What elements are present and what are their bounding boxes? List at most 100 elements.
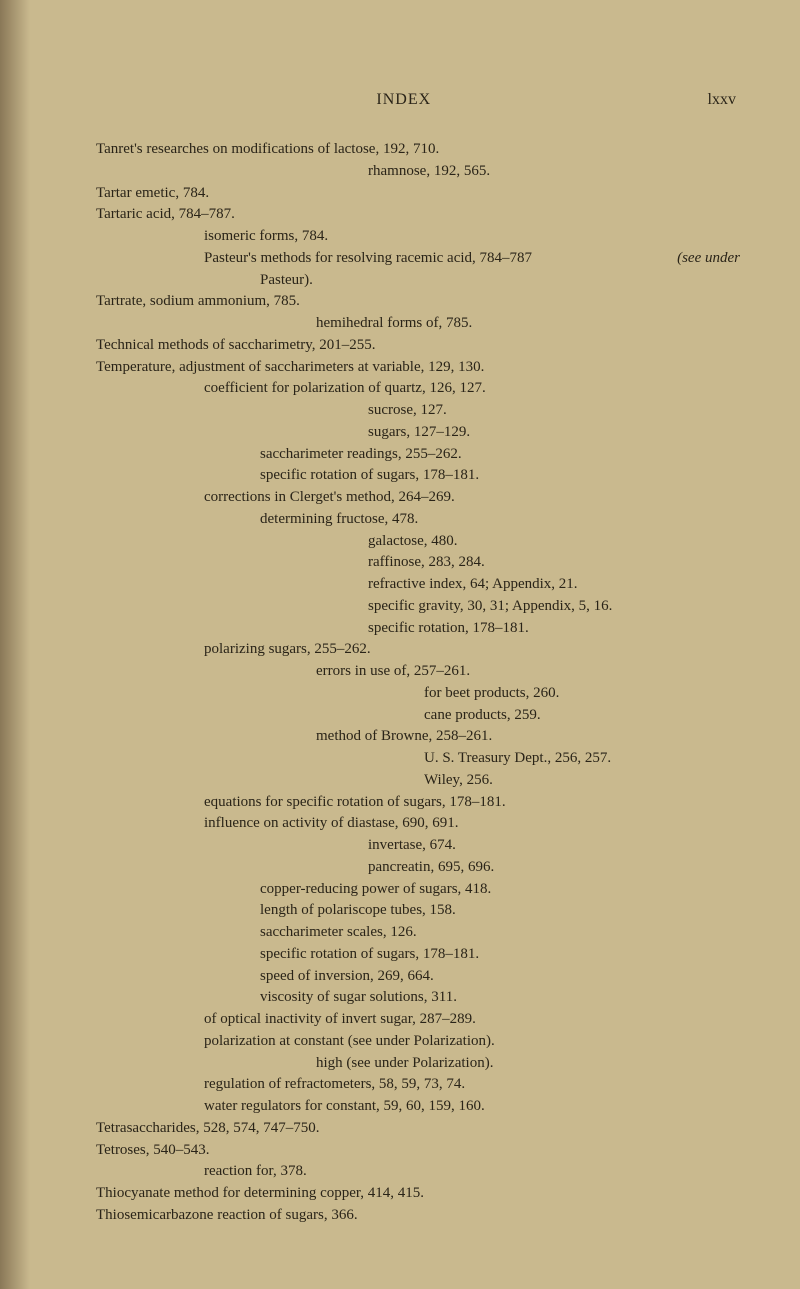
index-line-text: Tetrasaccharides, 528, 574, 747–750. — [96, 1120, 319, 1136]
index-line: water regulators for constant, 59, 60, 1… — [96, 1096, 740, 1118]
index-line-text: errors in use of, 257–261. — [316, 663, 470, 679]
index-line-text: U. S. Treasury Dept., 256, 257. — [424, 750, 611, 766]
index-line: polarizing sugars, 255–262. — [96, 639, 740, 661]
index-line-text: for beet products, 260. — [424, 685, 559, 701]
index-line: corrections in Clerget's method, 264–269… — [96, 487, 740, 509]
index-line: sucrose, 127. — [96, 400, 740, 422]
index-line: speed of inversion, 269, 664. — [96, 966, 740, 988]
index-line: hemihedral forms of, 785. — [96, 313, 740, 335]
index-line: for beet products, 260. — [96, 683, 740, 705]
index-line: coefficient for polarization of quartz, … — [96, 378, 740, 400]
index-line-text: Temperature, adjustment of saccharimeter… — [96, 359, 484, 375]
index-line-text: saccharimeter scales, 126. — [260, 924, 417, 940]
index-line: saccharimeter scales, 126. — [96, 922, 740, 944]
index-line: Temperature, adjustment of saccharimeter… — [96, 357, 740, 379]
index-line: pancreatin, 695, 696. — [96, 857, 740, 879]
index-line-text: copper-reducing power of sugars, 418. — [260, 881, 491, 897]
index-line: influence on activity of diastase, 690, … — [96, 813, 740, 835]
index-line: specific rotation, 178–181. — [96, 618, 740, 640]
index-line-text: refractive index, 64; Appendix, 21. — [368, 576, 578, 592]
index-line: errors in use of, 257–261. — [96, 661, 740, 683]
index-line: high (see under Polarization). — [96, 1053, 740, 1075]
page-container: INDEX lxxv Tanret's researches on modifi… — [96, 88, 740, 1227]
index-line-text: Technical methods of saccharimetry, 201–… — [96, 337, 376, 353]
index-line-text: Tartar emetic, 784. — [96, 185, 209, 201]
index-line-text: Wiley, 256. — [424, 772, 493, 788]
index-line: raffinose, 283, 284. — [96, 552, 740, 574]
index-heading: INDEX — [100, 88, 708, 111]
index-line-text: viscosity of sugar solutions, 311. — [260, 989, 457, 1005]
index-line: Thiocyanate method for determining coppe… — [96, 1183, 740, 1205]
index-line-text: specific rotation of sugars, 178–181. — [260, 946, 479, 962]
index-line: invertase, 674. — [96, 835, 740, 857]
index-line-text: polarizing sugars, 255–262. — [204, 641, 371, 657]
index-line: saccharimeter readings, 255–262. — [96, 444, 740, 466]
index-entries: Tanret's researches on modifications of … — [96, 139, 740, 1227]
index-line-text: reaction for, 378. — [204, 1163, 307, 1179]
index-line: method of Browne, 258–261. — [96, 726, 740, 748]
index-line: Wiley, 256. — [96, 770, 740, 792]
index-line: Technical methods of saccharimetry, 201–… — [96, 335, 740, 357]
index-line-text: determining fructose, 478. — [260, 511, 418, 527]
index-line-text: water regulators for constant, 59, 60, 1… — [204, 1098, 485, 1114]
index-line-text: cane products, 259. — [424, 707, 541, 723]
index-line: Pasteur's methods for resolving racemic … — [96, 248, 740, 270]
index-line-text: Pasteur). — [260, 272, 313, 288]
index-line-text: Tetroses, 540–543. — [96, 1142, 210, 1158]
index-line-text: length of polariscope tubes, 158. — [260, 902, 456, 918]
index-line: Tetroses, 540–543. — [96, 1140, 740, 1162]
index-line-text: high (see under Polarization). — [316, 1055, 493, 1071]
index-line: copper-reducing power of sugars, 418. — [96, 879, 740, 901]
index-line-text: isomeric forms, 784. — [204, 228, 328, 244]
index-line: Tanret's researches on modifications of … — [96, 139, 740, 161]
index-line-text: Tanret's researches on modifications of … — [96, 141, 439, 157]
index-line-text: sugars, 127–129. — [368, 424, 470, 440]
index-line-text: Pasteur's methods for resolving racemic … — [204, 250, 532, 266]
index-line-text: of optical inactivity of invert sugar, 2… — [204, 1011, 476, 1027]
index-line-text: sucrose, 127. — [368, 402, 447, 418]
index-line: length of polariscope tubes, 158. — [96, 900, 740, 922]
index-line: sugars, 127–129. — [96, 422, 740, 444]
index-line: isomeric forms, 784. — [96, 226, 740, 248]
index-line-text: saccharimeter readings, 255–262. — [260, 446, 462, 462]
index-line-text: specific rotation, 178–181. — [368, 620, 529, 636]
index-line-text: pancreatin, 695, 696. — [368, 859, 494, 875]
index-line: specific gravity, 30, 31; Appendix, 5, 1… — [96, 596, 740, 618]
index-line-text: polarization at constant (see under Pola… — [204, 1033, 495, 1049]
index-line-text: regulation of refractometers, 58, 59, 73… — [204, 1076, 465, 1092]
index-line: polarization at constant (see under Pola… — [96, 1031, 740, 1053]
page-number: lxxv — [708, 88, 736, 111]
index-line-text: equations for specific rotation of sugar… — [204, 794, 506, 810]
index-line: Thiosemicarbazone reaction of sugars, 36… — [96, 1205, 740, 1227]
index-line-text: specific gravity, 30, 31; Appendix, 5, 1… — [368, 598, 612, 614]
index-line-text: coefficient for polarization of quartz, … — [204, 380, 486, 396]
index-line: Tartrate, sodium ammonium, 785. — [96, 291, 740, 313]
index-line: regulation of refractometers, 58, 59, 73… — [96, 1074, 740, 1096]
index-line-text: speed of inversion, 269, 664. — [260, 968, 434, 984]
index-line-note: (see under — [677, 248, 740, 270]
index-line: equations for specific rotation of sugar… — [96, 792, 740, 814]
index-line: Tartaric acid, 784–787. — [96, 204, 740, 226]
index-line-text: rhamnose, 192, 565. — [368, 163, 490, 179]
index-line: specific rotation of sugars, 178–181. — [96, 465, 740, 487]
index-line-text: Tartrate, sodium ammonium, 785. — [96, 293, 300, 309]
index-line: of optical inactivity of invert sugar, 2… — [96, 1009, 740, 1031]
index-line: U. S. Treasury Dept., 256, 257. — [96, 748, 740, 770]
index-line: reaction for, 378. — [96, 1161, 740, 1183]
index-line-text: invertase, 674. — [368, 837, 456, 853]
index-line-text: influence on activity of diastase, 690, … — [204, 815, 459, 831]
index-line-text: Thiocyanate method for determining coppe… — [96, 1185, 424, 1201]
index-line-text: raffinose, 283, 284. — [368, 554, 485, 570]
index-line-text: Tartaric acid, 784–787. — [96, 206, 235, 222]
index-line-text: corrections in Clerget's method, 264–269… — [204, 489, 455, 505]
index-line: viscosity of sugar solutions, 311. — [96, 987, 740, 1009]
index-line-text: hemihedral forms of, 785. — [316, 315, 472, 331]
index-line: Tartar emetic, 784. — [96, 183, 740, 205]
index-line-text: galactose, 480. — [368, 533, 458, 549]
index-line-text: specific rotation of sugars, 178–181. — [260, 467, 479, 483]
index-line: Tetrasaccharides, 528, 574, 747–750. — [96, 1118, 740, 1140]
index-line: cane products, 259. — [96, 705, 740, 727]
index-line: Pasteur). — [96, 270, 740, 292]
page-header: INDEX lxxv — [96, 88, 740, 111]
index-line: specific rotation of sugars, 178–181. — [96, 944, 740, 966]
